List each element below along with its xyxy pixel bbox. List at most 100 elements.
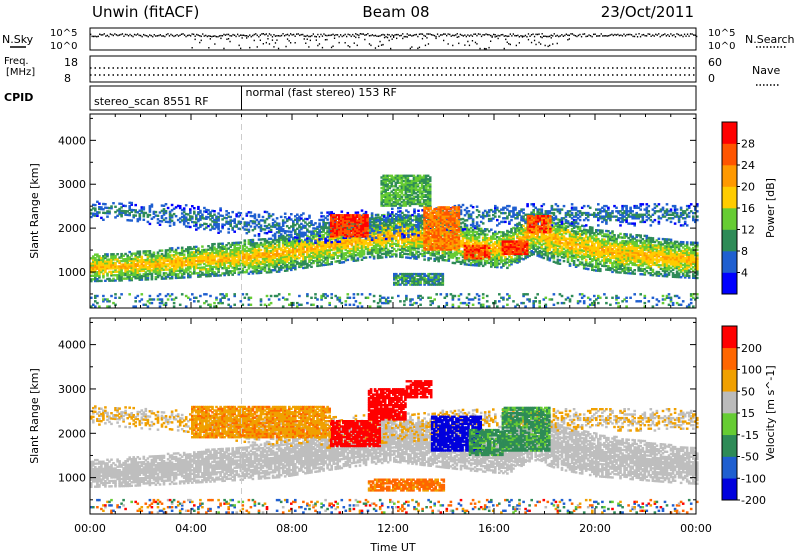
power-cell	[90, 267, 93, 270]
power-cell	[156, 251, 160, 254]
power-cell	[184, 260, 188, 263]
power-cell	[356, 259, 360, 262]
power-cell	[178, 271, 182, 274]
power-cell	[217, 249, 220, 253]
power-cell	[271, 248, 275, 251]
power-cell	[195, 265, 198, 268]
power-cell	[263, 243, 267, 246]
noise-point	[353, 42, 355, 44]
noise-point	[414, 34, 416, 36]
power-cell	[257, 261, 261, 264]
power-cell	[302, 252, 305, 256]
noise-point	[340, 34, 342, 36]
noise-point	[370, 34, 372, 37]
power-cell	[124, 258, 127, 261]
power-cell	[283, 250, 287, 253]
noise-point	[408, 34, 410, 36]
power-cell	[235, 248, 238, 252]
power-cell	[294, 238, 297, 241]
power-cell	[156, 260, 160, 263]
power-cell	[132, 261, 135, 264]
power-cell	[269, 246, 273, 249]
power-cell	[96, 272, 99, 276]
power-cell	[223, 258, 226, 261]
noise-point	[693, 34, 695, 36]
power-cell	[302, 240, 305, 243]
power-cell	[140, 274, 144, 278]
power-cell	[203, 268, 206, 271]
power-cell	[225, 252, 228, 256]
power-cell	[356, 252, 360, 255]
power-cell	[243, 253, 247, 256]
nave-tick-top: 60	[708, 56, 722, 69]
noise-point	[482, 34, 484, 36]
power-cell	[239, 271, 243, 274]
power-cell	[154, 258, 158, 261]
cpid-segment-label: normal (fast stereo) 153 RF	[246, 86, 397, 99]
power-cell	[223, 272, 226, 275]
noise-point	[250, 35, 252, 38]
power-cell	[184, 248, 188, 251]
power-cell	[296, 260, 299, 264]
power-cell	[580, 261, 584, 264]
power-cell	[342, 225, 346, 229]
power-cell	[302, 247, 305, 250]
power-cell	[326, 242, 329, 245]
power-cell	[156, 268, 160, 272]
power-cell	[320, 251, 323, 255]
power-cell	[308, 250, 311, 253]
power-cell	[176, 252, 180, 255]
noise-point	[352, 33, 354, 36]
noise-point	[362, 33, 364, 35]
power-cell	[304, 257, 307, 261]
power-cell	[285, 234, 289, 237]
power-cell	[316, 248, 319, 252]
power-cell	[245, 255, 249, 258]
power-cell	[296, 257, 299, 260]
power-cell	[340, 247, 344, 250]
power-cell	[328, 247, 331, 250]
power-cell	[209, 262, 212, 265]
power-cell	[253, 254, 257, 257]
noise-point	[653, 35, 655, 37]
noise-point	[247, 35, 249, 38]
power-cell	[233, 264, 236, 267]
noise-point	[318, 36, 321, 38]
power-cell	[207, 253, 210, 257]
power-cell	[285, 258, 289, 262]
power-cell	[322, 263, 325, 267]
power-cell	[106, 274, 109, 277]
power-cell	[213, 248, 216, 251]
noise-point	[493, 33, 495, 36]
noise-point	[253, 33, 255, 36]
power-cell	[300, 260, 303, 263]
noise-point	[491, 36, 493, 38]
noise-point	[400, 34, 402, 37]
power-cell	[170, 277, 174, 280]
power-cell	[122, 266, 125, 270]
noise-point	[402, 33, 404, 35]
power-cell	[285, 242, 289, 246]
noise-point	[246, 37, 248, 39]
noise-point	[138, 34, 140, 37]
power-cell	[128, 270, 131, 273]
noise-point	[332, 33, 334, 36]
power-cell	[223, 265, 226, 268]
noise-point	[544, 44, 546, 47]
power-cell	[142, 252, 146, 255]
power-cell	[281, 257, 285, 260]
power-cell	[205, 248, 208, 252]
power-cell	[247, 265, 251, 268]
power-cell	[253, 247, 257, 250]
power-cell	[189, 247, 192, 251]
power-cell	[279, 259, 283, 262]
power-cell	[279, 266, 283, 270]
noise-point	[105, 35, 107, 37]
power-cell	[166, 254, 170, 257]
power-cell	[269, 262, 273, 265]
power-cell	[118, 259, 121, 263]
power-cell	[300, 246, 303, 249]
power-cell	[106, 267, 109, 270]
power-cell	[255, 259, 259, 262]
power-cell	[344, 243, 348, 246]
